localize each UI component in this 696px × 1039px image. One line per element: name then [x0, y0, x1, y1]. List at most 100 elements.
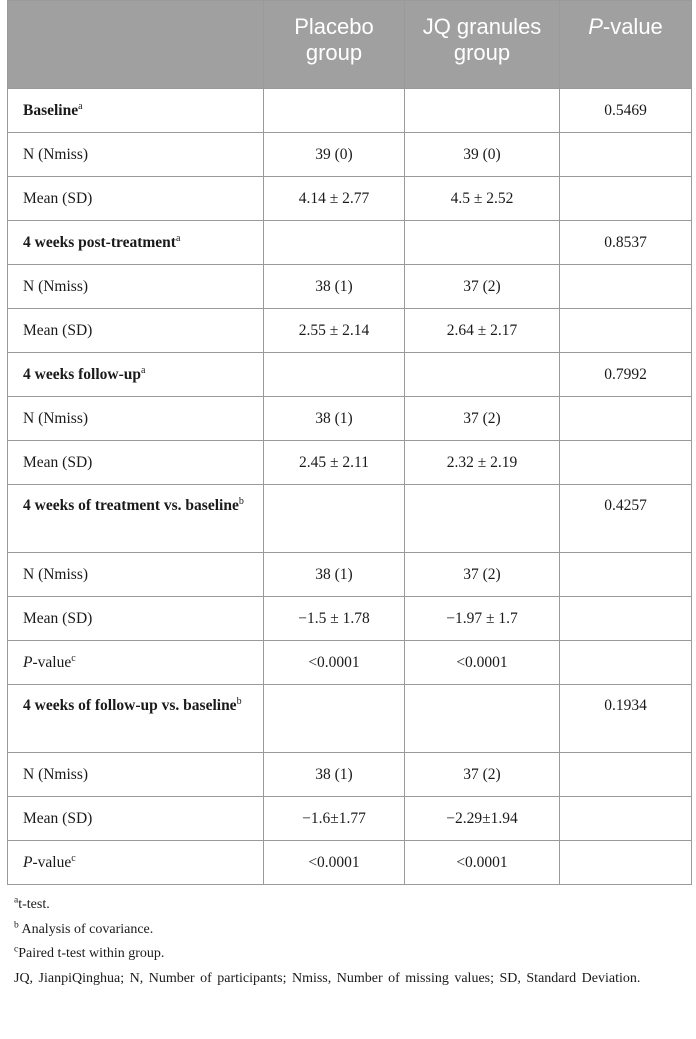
- jq-value: 39 (0): [404, 132, 560, 177]
- footnote-abbreviations: JQ, JianpiQinghua; N, Number of particip…: [14, 970, 641, 986]
- label-text: Mean (SD): [23, 189, 93, 207]
- jq-value: 37 (2): [404, 752, 560, 797]
- table-row: 4 weeks post-treatmenta 0.8537: [7, 220, 692, 265]
- footnote-marker: b: [236, 695, 242, 707]
- p-value: [559, 840, 692, 885]
- header-placebo-group: Placebo group: [263, 0, 405, 89]
- jq-value: 4.5 ± 2.52: [404, 176, 560, 221]
- section-label: 4 weeks follow-upa: [7, 352, 264, 397]
- p-value: [559, 396, 692, 441]
- placebo-value: 2.45 ± 2.11: [263, 440, 405, 485]
- row-label: Mean (SD): [7, 596, 264, 641]
- jq-value: 37 (2): [404, 396, 560, 441]
- p-italic: P: [23, 853, 33, 871]
- placebo-value: [263, 352, 405, 397]
- p-value: [559, 440, 692, 485]
- label-text: N (Nmiss): [23, 409, 89, 427]
- placebo-value: −1.5 ± 1.78: [263, 596, 405, 641]
- footnote-marker: a: [140, 364, 146, 376]
- row-label: N (Nmiss): [7, 552, 264, 597]
- placebo-value: [263, 220, 405, 265]
- label-text: Mean (SD): [23, 609, 93, 627]
- placebo-value: 38 (1): [263, 396, 405, 441]
- header-p-value: P-value: [559, 0, 692, 89]
- placebo-value: <0.0001: [263, 840, 405, 885]
- label-text: 4 weeks post-treatment: [23, 233, 176, 251]
- placebo-value: <0.0001: [263, 640, 405, 685]
- row-label: P-valuec: [7, 640, 264, 685]
- footnote-b-text: Analysis of covariance.: [21, 921, 154, 937]
- results-table: Placebo group JQ granules group P-value …: [7, 0, 692, 885]
- header-p-italic: P: [588, 14, 603, 39]
- table-row: Baselinea 0.5469: [7, 88, 692, 133]
- p-value: [559, 596, 692, 641]
- p-value: [559, 552, 692, 597]
- p-value: 0.8537: [559, 220, 692, 265]
- jq-value: −1.97 ± 1.7: [404, 596, 560, 641]
- table-row: N (Nmiss) 39 (0) 39 (0): [7, 132, 692, 177]
- jq-value: [404, 88, 560, 133]
- p-value: 0.7992: [559, 352, 692, 397]
- jq-value: <0.0001: [404, 840, 560, 885]
- placebo-value: [263, 484, 405, 553]
- label-text: 4 weeks follow-up: [23, 365, 141, 383]
- placebo-value: 4.14 ± 2.77: [263, 176, 405, 221]
- jq-value: <0.0001: [404, 640, 560, 685]
- table-row: N (Nmiss) 38 (1) 37 (2): [7, 552, 692, 597]
- footnote-a-mark: a: [14, 895, 19, 906]
- jq-value: 37 (2): [404, 264, 560, 309]
- table-row: 4 weeks follow-upa 0.7992: [7, 352, 692, 397]
- table-row: N (Nmiss) 38 (1) 37 (2): [7, 396, 692, 441]
- table-row: Mean (SD) −1.5 ± 1.78 −1.97 ± 1.7: [7, 596, 692, 641]
- p-value: [559, 640, 692, 685]
- p-value: [559, 132, 692, 177]
- jq-value: [404, 484, 560, 553]
- label-text: Baseline: [23, 101, 79, 119]
- label-text: N (Nmiss): [23, 565, 89, 583]
- table-row: N (Nmiss) 38 (1) 37 (2): [7, 752, 692, 797]
- label-text: N (Nmiss): [23, 765, 89, 783]
- p-value: [559, 264, 692, 309]
- label-text: N (Nmiss): [23, 277, 89, 295]
- jq-value: 2.32 ± 2.19: [404, 440, 560, 485]
- p-italic: P: [23, 653, 33, 671]
- footnote-c: cPaired t-test within group.: [14, 942, 691, 967]
- section-label: Baselinea: [7, 88, 264, 133]
- p-value: 0.1934: [559, 684, 692, 753]
- p-label-rest: -value: [32, 653, 72, 671]
- row-label: N (Nmiss): [7, 396, 264, 441]
- footnote-b-mark: b: [14, 919, 19, 930]
- footnote-a-text: t-test.: [18, 897, 50, 912]
- p-value: [559, 796, 692, 841]
- row-label: Mean (SD): [7, 176, 264, 221]
- header-p-rest: -value: [602, 14, 663, 39]
- footnote-marker: a: [175, 232, 181, 244]
- jq-value: [404, 220, 560, 265]
- label-text: Mean (SD): [23, 809, 93, 827]
- header-jq-granules-group: JQ granules group: [404, 0, 560, 89]
- label-text: Mean (SD): [23, 453, 93, 471]
- placebo-value: 2.55 ± 2.14: [263, 308, 405, 353]
- footnote-marker: a: [78, 100, 83, 112]
- footnote-marker: c: [71, 852, 76, 864]
- p-value: [559, 308, 692, 353]
- row-label: N (Nmiss): [7, 264, 264, 309]
- label-text: N (Nmiss): [23, 145, 89, 163]
- results-table-container: Placebo group JQ granules group P-value …: [7, 0, 692, 991]
- footnote-a: at-test.: [14, 893, 691, 918]
- footnote-marker: b: [238, 495, 244, 507]
- section-label: 4 weeks of follow-up vs. baselineb: [7, 684, 264, 753]
- footnote-marker: c: [71, 652, 76, 664]
- row-label: N (Nmiss): [7, 132, 264, 177]
- row-label: Mean (SD): [7, 440, 264, 485]
- row-label: P-valuec: [7, 840, 264, 885]
- row-label: Mean (SD): [7, 796, 264, 841]
- table-row: Mean (SD) −1.6±1.77 −2.29±1.94: [7, 796, 692, 841]
- placebo-value: 38 (1): [263, 752, 405, 797]
- table-row: Mean (SD) 4.14 ± 2.77 4.5 ± 2.52: [7, 176, 692, 221]
- jq-value: 2.64 ± 2.17: [404, 308, 560, 353]
- p-value: 0.4257: [559, 484, 692, 553]
- table-row: P-valuec <0.0001 <0.0001: [7, 640, 692, 685]
- placebo-value: [263, 684, 405, 753]
- row-label: Mean (SD): [7, 308, 264, 353]
